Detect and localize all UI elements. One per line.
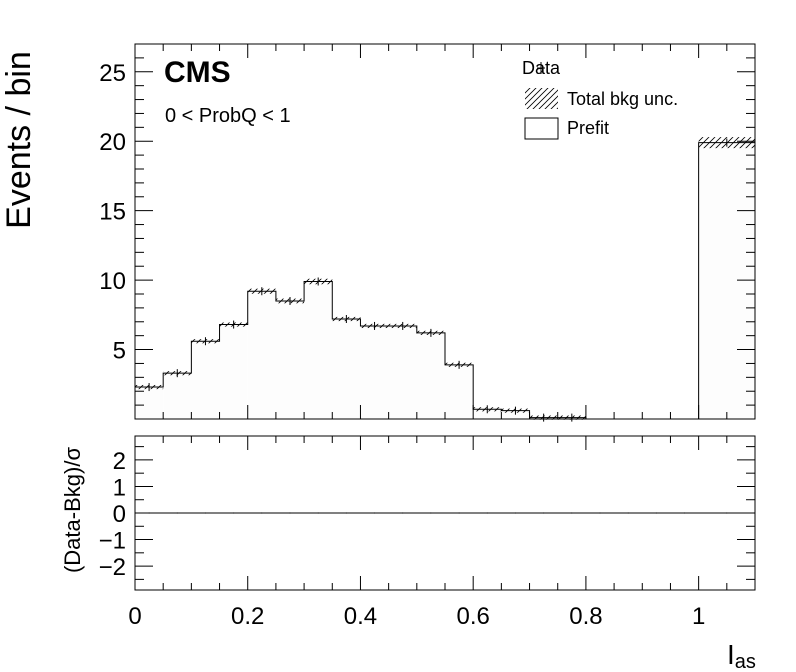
ratio-y-axis-label: (Data-Bkg)/σ xyxy=(60,447,85,573)
ratio-point xyxy=(543,512,545,514)
legend-entry-prefit: Prefit xyxy=(567,118,609,138)
prefit-bar xyxy=(332,319,361,419)
ratio-point xyxy=(261,512,263,514)
y-axis-label: Events / bin xyxy=(0,51,38,229)
axes xyxy=(134,43,756,591)
ratio-point xyxy=(599,512,601,514)
ratio-point xyxy=(317,512,319,514)
ratio-point xyxy=(289,512,291,514)
prefit-bar xyxy=(275,300,305,419)
prefit-bar xyxy=(388,325,417,419)
x-axis-label-main: I xyxy=(727,639,735,670)
prefit-bar xyxy=(416,332,445,419)
prefit-bar xyxy=(247,291,276,419)
ratio-point xyxy=(402,512,404,514)
y-tick-label: 10 xyxy=(99,268,126,295)
cms-label: CMS xyxy=(164,56,231,89)
ratio-tick-label: −2 xyxy=(99,554,126,581)
x-tick-label: 1 xyxy=(692,603,705,630)
ratio-point xyxy=(176,512,178,514)
legend-swatch-unc xyxy=(525,88,558,109)
y-tick-label: 20 xyxy=(99,129,126,156)
y-tick-label: 25 xyxy=(99,60,126,87)
prefit-bar xyxy=(501,410,530,419)
x-tick-label: 0 xyxy=(128,603,141,630)
ratio-point xyxy=(373,512,376,514)
prefit-bar xyxy=(191,341,220,419)
ratio-point xyxy=(571,512,573,514)
prefit-histogram xyxy=(134,142,756,420)
x-tick-label: 0.8 xyxy=(569,603,602,630)
ratio-tick-label: −1 xyxy=(99,528,126,555)
ratio-tick-label: 0 xyxy=(113,501,126,528)
selection-label: 0 < ProbQ < 1 xyxy=(165,105,291,127)
legend: Data Total bkg unc. Prefit xyxy=(522,58,678,140)
x-axis-label: Ias xyxy=(727,639,756,672)
prefit-bar xyxy=(163,373,192,419)
ratio-point xyxy=(204,512,207,514)
legend-swatch-prefit xyxy=(524,117,559,140)
ratio-point xyxy=(514,512,517,514)
ratio-tick-label: 1 xyxy=(113,474,126,501)
data-points xyxy=(148,138,728,422)
x-tick-label: 0.6 xyxy=(456,603,489,630)
ratio-point xyxy=(726,512,728,514)
prefit-bar xyxy=(360,325,389,419)
y-tick-label: 15 xyxy=(99,199,126,226)
ratio-point xyxy=(233,512,235,514)
ratio-plot xyxy=(135,512,755,514)
legend-entry-unc: Total bkg unc. xyxy=(567,89,678,109)
prefit-bar xyxy=(445,364,474,419)
ratio-tick-label: 2 xyxy=(113,448,126,475)
y-tick-label: 5 xyxy=(113,338,126,365)
prefit-bar xyxy=(698,142,755,419)
legend-entry-data: Data xyxy=(522,58,561,78)
ratio-point xyxy=(627,512,629,514)
x-axis-label-sub: as xyxy=(735,651,756,672)
prefit-bar xyxy=(473,409,502,419)
ratio-point xyxy=(683,512,686,514)
prefit-bar xyxy=(135,387,164,419)
ratio-point xyxy=(655,512,657,514)
ratio-point xyxy=(430,512,432,514)
x-tick-label: 0.4 xyxy=(344,603,377,630)
ratio-point xyxy=(345,512,347,514)
x-tick-label: 0.2 xyxy=(231,603,264,630)
ratio-point xyxy=(486,512,488,514)
prefit-bar xyxy=(219,324,248,419)
ratio-point xyxy=(458,512,460,514)
prefit-bar xyxy=(304,281,333,419)
